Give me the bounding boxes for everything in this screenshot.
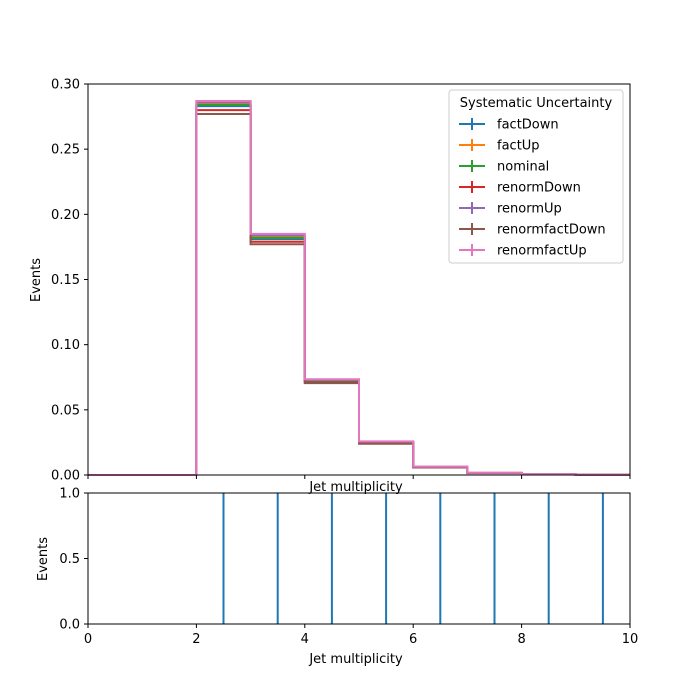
legend-title: Systematic Uncertainty [460, 96, 613, 111]
ratio-y-axis-label: Events [36, 537, 51, 581]
ratio-y-tick-label: 0.0 [59, 618, 80, 633]
ratio-x-tick-label: 10 [622, 632, 639, 647]
ratio-x-tick-label: 8 [517, 632, 525, 647]
legend: Systematic Uncertainty factDown factUp nom… [448, 89, 624, 264]
main-y-tick-label: 0.25 [51, 143, 80, 158]
main-y-tick-label: 0.00 [51, 469, 80, 484]
ratio-x-tick-label: 2 [192, 632, 200, 647]
legend-entry-factUp: factUp [497, 139, 540, 154]
main-y-tick-label: 0.10 [51, 338, 80, 353]
legend-entry-factDown: factDown [497, 118, 559, 133]
legend-entry-renormDown: renormDown [497, 181, 581, 196]
ratio-errorbar-group [222, 493, 604, 624]
histogram-series-group [88, 99, 630, 476]
main-x-ticks [87, 475, 631, 479]
ratio-x-tick-label: 6 [409, 632, 417, 647]
main-y-tick-label: 0.15 [51, 273, 80, 288]
ratio-y-ticks: 0.0 0.5 1.0 [59, 487, 88, 633]
ratio-panel: 0.0 0.5 1.0 0 2 4 6 8 10 Events Jet multiplicit… [36, 487, 638, 668]
main-histogram-panel: 0.00 0.05 0.10 0.15 0.20 0.25 0.30 Events Jet … [29, 78, 631, 495]
ratio-y-tick-label: 0.5 [59, 552, 80, 567]
main-y-tick-label: 0.30 [51, 78, 80, 93]
ratio-y-tick-label: 1.0 [59, 487, 80, 502]
legend-entry-nominal: nominal [497, 160, 549, 175]
main-x-axis-label: Jet multiplicity [308, 480, 403, 495]
histogram-series-renormfactUp [88, 99, 630, 476]
legend-entry-renormfactDown: renormfactDown [497, 223, 606, 238]
legend-entries: factDown factUp nominal renormDown renormUp r… [459, 118, 606, 259]
ratio-x-axis-label: Jet multiplicity [308, 652, 403, 667]
main-y-ticks: 0.00 0.05 0.10 0.15 0.20 0.25 0.30 [51, 78, 88, 484]
main-y-tick-label: 0.20 [51, 208, 80, 223]
ratio-x-tick-label: 0 [84, 632, 92, 647]
legend-entry-renormUp: renormUp [497, 202, 562, 217]
legend-entry-renormfactUp: renormfactUp [497, 244, 587, 259]
main-y-axis-label: Events [29, 258, 44, 302]
main-y-tick-label: 0.05 [51, 403, 80, 418]
legend-box [448, 89, 624, 264]
ratio-x-tick-label: 4 [301, 632, 309, 647]
ratio-x-ticks: 0 2 4 6 8 10 [84, 624, 638, 647]
